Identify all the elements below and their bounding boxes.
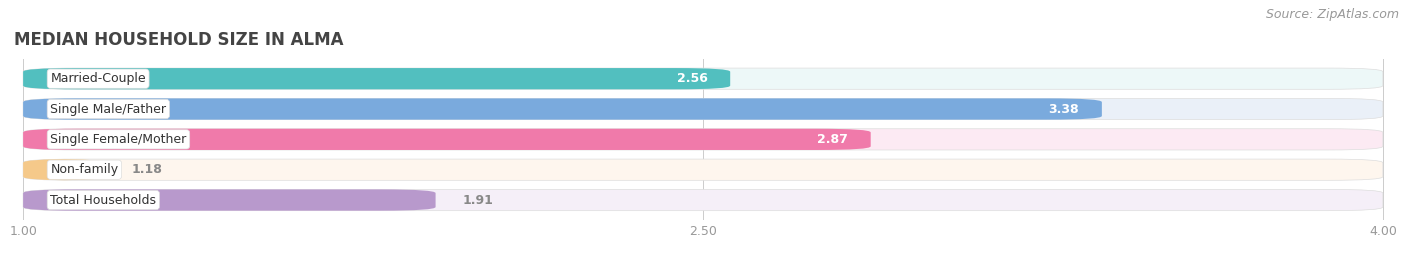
Text: 3.38: 3.38 (1049, 103, 1080, 116)
Text: 1.18: 1.18 (132, 163, 163, 176)
Text: MEDIAN HOUSEHOLD SIZE IN ALMA: MEDIAN HOUSEHOLD SIZE IN ALMA (14, 31, 343, 49)
FancyBboxPatch shape (22, 189, 436, 211)
FancyBboxPatch shape (22, 98, 1384, 120)
FancyBboxPatch shape (22, 159, 1384, 180)
FancyBboxPatch shape (22, 98, 1102, 120)
FancyBboxPatch shape (22, 189, 1384, 211)
Text: Non-family: Non-family (51, 163, 118, 176)
FancyBboxPatch shape (22, 68, 1384, 89)
Text: Married-Couple: Married-Couple (51, 72, 146, 85)
FancyBboxPatch shape (22, 129, 870, 150)
Text: Single Male/Father: Single Male/Father (51, 103, 166, 116)
Text: Single Female/Mother: Single Female/Mother (51, 133, 187, 146)
Text: 2.87: 2.87 (817, 133, 848, 146)
Text: 2.56: 2.56 (676, 72, 707, 85)
Text: 1.91: 1.91 (463, 193, 494, 207)
FancyBboxPatch shape (22, 129, 1384, 150)
FancyBboxPatch shape (22, 68, 730, 89)
Text: Total Households: Total Households (51, 193, 156, 207)
FancyBboxPatch shape (22, 159, 104, 180)
Text: Source: ZipAtlas.com: Source: ZipAtlas.com (1265, 8, 1399, 21)
